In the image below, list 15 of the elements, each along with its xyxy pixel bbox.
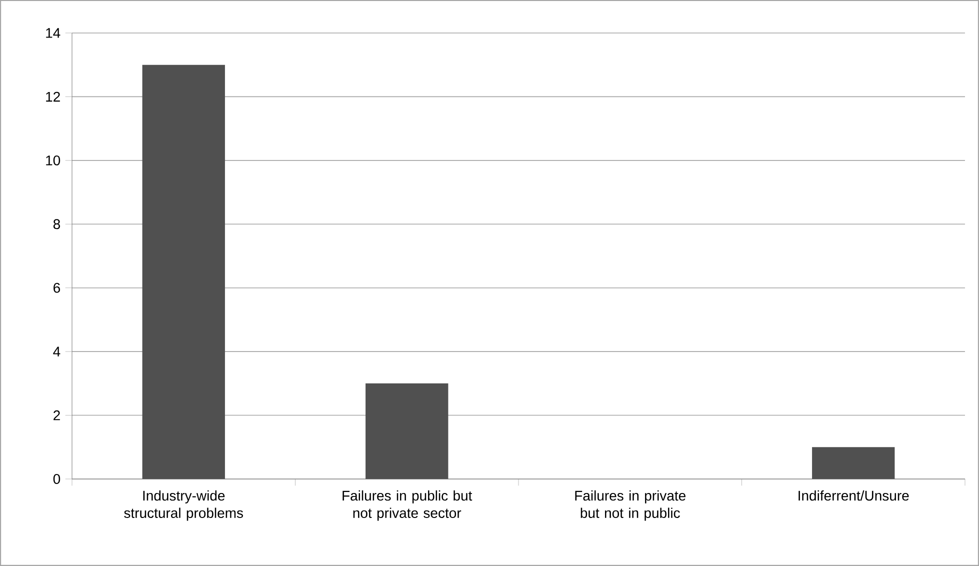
y-tick-label: 8 — [53, 219, 60, 230]
bar — [812, 447, 895, 479]
y-tick-label: 12 — [46, 92, 60, 102]
x-tick-label: Industry-wide structural problems — [124, 490, 243, 521]
y-tick-label: 4 — [53, 346, 60, 356]
y-tick-label: 2 — [54, 410, 60, 420]
bar — [366, 383, 448, 479]
y-tick-label: 0 — [53, 474, 60, 484]
y-tick-label: 10 — [46, 155, 60, 166]
bar — [142, 64, 225, 479]
x-tick-label: Failures in public but not private sector — [342, 490, 472, 521]
x-tick-label: Failures in private but not in public — [575, 490, 686, 521]
y-tick-label: 14 — [46, 28, 60, 38]
x-tick-label: Indiferrent/Unsure — [798, 490, 909, 501]
y-tick-label: 6 — [54, 282, 60, 293]
